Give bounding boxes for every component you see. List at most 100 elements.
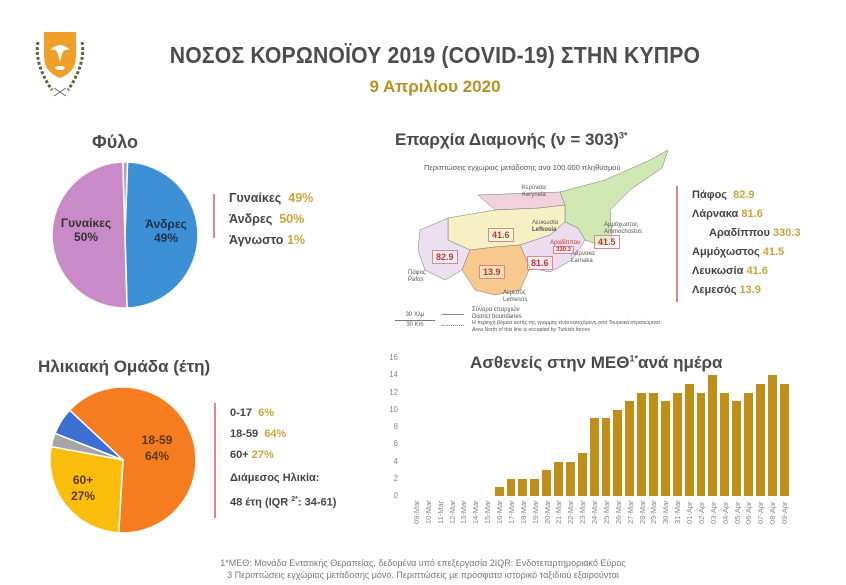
x-tick-label: 18-Mar — [518, 500, 528, 524]
icu-bar-chart: 0 2 4 6 8 10 12 14 16 09-Mar 10-Mar 11-Mar 12-Mar 13-… — [380, 350, 800, 550]
x-tick-label: 31-Mar — [673, 500, 683, 524]
slice-label-pct: 64% — [144, 449, 170, 463]
y-tick-label: 6 — [393, 439, 398, 449]
slice-label-name: Άνδρες — [145, 217, 187, 231]
pie-slice-άγνωστο — [122, 161, 129, 236]
map-legend-text: Σύνορα επαρχιών — [472, 307, 520, 313]
legend-row: 60+ 27% — [230, 445, 336, 466]
legend-value: 49% — [288, 191, 314, 205]
bar-17-Mar — [506, 478, 516, 496]
map-label-larnaka: Λάρνακα Larnaka — [571, 251, 595, 265]
x-tick-label: 17-Mar — [506, 500, 516, 524]
legend-row: Γυναίκες 49% — [229, 188, 313, 209]
pie-slice-0-17 — [54, 409, 124, 461]
bar-05-Apr — [732, 401, 741, 496]
map-value-lemesos: 13.9 — [479, 265, 505, 279]
map-value-larnaka: 81.6 — [527, 256, 553, 270]
emblem — [30, 28, 90, 98]
map-legend-text: Η περιοχή βόρεια αυτής της γραμμής είναι… — [472, 320, 661, 326]
x-tick-label: 24-Mar — [590, 500, 600, 524]
pie-slice-γυναίκες — [51, 161, 128, 309]
legend-value: 41.5 — [762, 246, 785, 258]
legend-label: Γυναίκες — [229, 191, 282, 205]
median-value: 48 έτη (IQR 2*: 34-61) — [230, 490, 336, 513]
age-legend: 0-17 6% 18-59 64% 60+ 27% Διάμεσος Ηλικί… — [214, 403, 336, 518]
legend-value: 82.9 — [733, 189, 755, 201]
map-scale-gr: 30 Χλμ — [405, 312, 425, 318]
bar-16-Mar — [494, 487, 504, 496]
bar-31-Mar — [672, 392, 682, 496]
icu-chart-title: Ασθενείς στην ΜΕΘ1*ανά ημέρα — [470, 353, 723, 373]
legend-value: 81.6 — [741, 208, 763, 220]
map-label-gr: Λεμεσός — [503, 290, 526, 296]
slice-label-pct: 50% — [73, 230, 99, 244]
bar-06-Apr — [744, 392, 753, 496]
y-tick-label: 16 — [389, 353, 398, 362]
map-scale: 30 Χλμ 30 Km — [395, 311, 435, 330]
bar-30-Mar — [660, 401, 670, 496]
x-tick-label: 03-Apr — [708, 501, 718, 524]
bar-18-Mar — [518, 478, 528, 496]
bar-23-Mar — [577, 452, 587, 496]
legend-row: Λευκωσία 41.6 — [692, 262, 801, 281]
district-title-text: Επαρχία Διαμονής (ν = 303) — [395, 130, 619, 149]
legend-value: 27% — [251, 449, 274, 461]
page-date: 9 Απριλίου 2020 — [369, 77, 501, 96]
map-label-en: Kerynela — [522, 192, 546, 198]
cyprus-map — [417, 150, 669, 296]
y-tick-label: 14 — [389, 370, 398, 380]
x-tick-label: 07-Apr — [756, 501, 766, 524]
slice-label-name: 60+ — [72, 473, 94, 487]
page-title: ΝΟΣΟΣ ΚΟΡΩΝΟΪΟΥ 2019 (COVID-19) ΣΤΗΝ ΚΥΠ… — [169, 42, 701, 68]
legend-value: 50% — [279, 212, 305, 226]
median-sup: 2* — [291, 496, 298, 503]
x-tick-label: 29-Mar — [649, 500, 659, 524]
map-label-gr: Κερύνεια — [522, 185, 546, 191]
map-label-lemesos: Λεμεσός Lemesos — [503, 290, 527, 304]
cyprus-coat-of-arms-icon — [35, 32, 85, 97]
map-scale-bar — [395, 320, 435, 321]
pie-slice-60+ — [49, 445, 124, 534]
bar-02-Apr — [696, 392, 706, 496]
y-tick-label: 12 — [389, 387, 398, 397]
map-label-lefkosia: Λευκωσία Lefkosia — [532, 220, 558, 234]
legend-label: 18-59 — [230, 428, 259, 440]
bar-29-Mar — [649, 392, 658, 496]
median-range: : 34-61) — [297, 496, 337, 509]
x-tick-label: 22-Mar — [566, 500, 576, 524]
x-tick-label: 04-Apr — [720, 501, 730, 524]
map-label-en: Ammochostos — [604, 229, 643, 235]
legend-row: Άνδρες 50% — [229, 209, 313, 230]
bar-26-Mar — [613, 409, 623, 496]
map-label-en: Lemesos — [503, 297, 528, 303]
legend-row: Λάρνακα 81.6 — [692, 205, 801, 224]
icu-title-sup: 1* — [629, 353, 638, 364]
median-value-text: 48 έτη (IQR — [230, 496, 289, 509]
x-tick-label: 02-Apr — [696, 501, 706, 524]
map-scale-en: 30 Km — [406, 322, 424, 328]
legend-value: 330.3 — [772, 227, 801, 239]
bar-27-Mar — [625, 401, 635, 496]
x-tick-label: 21-Mar — [554, 500, 564, 524]
bar-08-Apr — [767, 375, 777, 496]
legend-row: Αραδίππου 330.3 — [692, 224, 801, 243]
map-label-aradippou: Αραδίππου — [550, 240, 581, 246]
legend-label: Πάφος — [692, 189, 728, 201]
map-legend-occupied: Η περιοχή βόρεια αυτής της γραμμής είναι… — [472, 320, 660, 334]
legend-row: Άγνωστο 1% — [229, 230, 313, 251]
median-label: Διάμεσος Ηλικία: — [230, 472, 320, 484]
bar-21-Mar — [554, 461, 563, 496]
sex-pie-chart — [51, 161, 199, 309]
map-value-lefkosia: 41.6 — [488, 228, 514, 242]
bar-28-Mar — [637, 392, 646, 496]
map-label-en: Lefkosia — [532, 227, 557, 233]
x-tick-label: 16-Mar — [495, 500, 505, 524]
x-tick-label: 28-Mar — [637, 500, 647, 524]
legend-label: Άνδρες — [229, 212, 273, 226]
sex-pie-label-male: Άνδρες 49% — [138, 217, 194, 245]
bar-19-Mar — [530, 478, 540, 496]
x-tick-label: 10-Mar — [423, 500, 433, 524]
x-tick-label: 25-Mar — [601, 500, 611, 524]
map-label-gr: Λευκωσία — [532, 220, 559, 226]
legend-label: 60+ — [230, 449, 249, 461]
